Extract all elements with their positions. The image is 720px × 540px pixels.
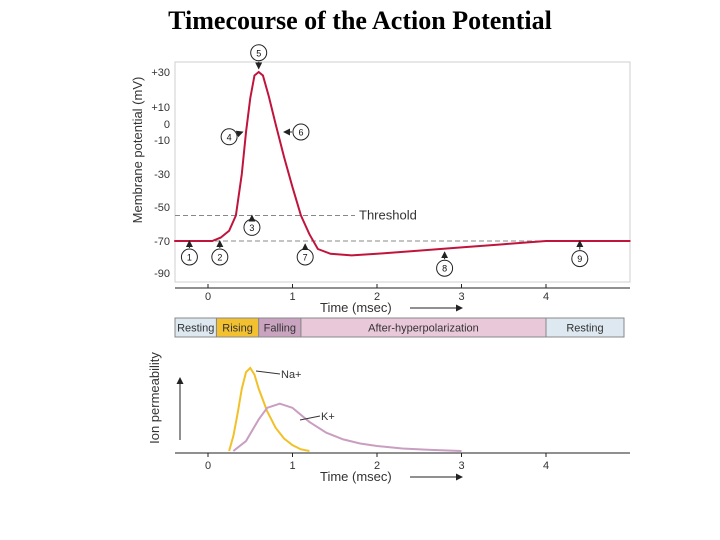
- callout-number: 7: [303, 253, 308, 263]
- perm-x-tick-label: 0: [205, 460, 211, 472]
- callout-arrow: [235, 130, 244, 138]
- vm-y-tick-label: -70: [154, 236, 170, 248]
- callout-circle: [436, 259, 454, 277]
- callout-number: 4: [227, 132, 232, 142]
- vm-x-tick-label: 0: [205, 291, 211, 303]
- callout-8: 8: [436, 251, 454, 277]
- threshold-label: Threshold: [359, 208, 417, 223]
- callout-3: 3: [243, 214, 261, 236]
- phase-segment: [545, 317, 625, 338]
- phase-bar: Resting Rising Falling After-hyperpolarizat…: [174, 317, 625, 338]
- perm-x-tick-label: 1: [289, 460, 295, 472]
- na-label: Na+: [281, 369, 302, 381]
- vm-y-tick-label: -50: [154, 202, 170, 214]
- callout-number: 9: [577, 254, 582, 264]
- phase-label: Falling: [264, 323, 296, 335]
- slide-title: Timecourse of the Action Potential: [168, 6, 552, 35]
- callout-6: 6: [283, 123, 310, 141]
- callout-7: 7: [296, 243, 314, 266]
- perm-x-tick-label: 3: [458, 460, 464, 472]
- callout-circle: [211, 248, 229, 266]
- callout-circle: [250, 44, 268, 62]
- membrane-potential-chart: +30 +10 0 -10 -30 -50 -70 -90 Threshold 1 2 3 4 5 6 7…: [130, 44, 631, 315]
- phase-label: After-hyperpolarization: [368, 323, 479, 335]
- vm-x-tick-label: 1: [289, 291, 295, 303]
- callout-number: 3: [249, 223, 254, 233]
- callout-circle: [292, 123, 310, 141]
- callout-number: 2: [217, 253, 222, 263]
- perm-y-axis-label: Ion permeability: [147, 352, 162, 444]
- callout-9: 9: [571, 240, 589, 268]
- vm-x-tick-label: 4: [543, 291, 549, 303]
- perm-x-tick-label: 4: [543, 460, 549, 472]
- k-label: K+: [321, 411, 335, 423]
- vm-y-tick-label: -30: [154, 169, 170, 181]
- callout-number: 5: [256, 48, 261, 58]
- vm-x-tick-label: 2: [374, 291, 380, 303]
- phase-label: Rising: [222, 323, 253, 335]
- vm-y-axis-label: Membrane potential (mV): [130, 77, 145, 224]
- vm-y-tick-label: +30: [151, 67, 170, 79]
- vm-y-tick-label: -90: [154, 268, 170, 280]
- callout-number: 1: [187, 253, 192, 263]
- na-permeability-curve: [228, 366, 310, 452]
- vm-x-tick-label: 3: [458, 291, 464, 303]
- callout-circle: [180, 248, 198, 266]
- membrane-potential-curve: [174, 70, 631, 257]
- callout-circle: [571, 250, 589, 268]
- phase-label: Resting: [566, 323, 603, 335]
- callout-number: 8: [442, 264, 447, 274]
- k-permeability-curve: [232, 402, 462, 452]
- callout-number: 6: [298, 128, 303, 138]
- ion-permeability-chart: Ion permeability Na+ K+ 0 1 2 3 4 Time (msec…: [147, 352, 630, 484]
- vm-x-axis-label: Time (msec): [320, 300, 392, 315]
- callout-2: 2: [211, 240, 229, 266]
- callout-5: 5: [250, 44, 268, 70]
- plot-frame: [174, 61, 631, 283]
- vm-y-tick-label: 0: [164, 119, 170, 131]
- callout-4: 4: [220, 128, 244, 146]
- callout-1: 1: [180, 240, 198, 266]
- perm-x-axis-label: Time (msec): [320, 469, 392, 484]
- vm-y-tick-label: +10: [151, 102, 170, 114]
- na-leader: [255, 370, 281, 375]
- k-leader: [299, 415, 321, 421]
- vm-y-tick-label: -10: [154, 135, 170, 147]
- perm-x-tick-label: 2: [374, 460, 380, 472]
- phase-label: Resting: [177, 323, 214, 335]
